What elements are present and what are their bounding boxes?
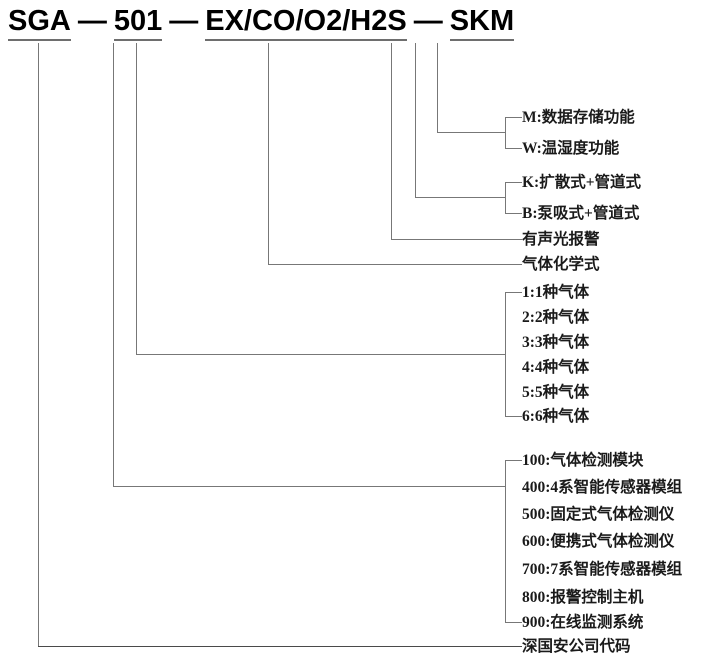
code-segment-suffix: SKM [449, 4, 515, 41]
code-segment-brand: SGA [8, 4, 71, 41]
leader-line-model-horizontal [113, 486, 505, 487]
leader-line-alarm-vertical [391, 43, 392, 239]
code-segment-gas: EX/CO/O2/H2S [205, 4, 407, 41]
leader-line-sampling-horizontal [415, 197, 505, 198]
leader-line-datafunc-horizontal [437, 132, 505, 133]
label-model-900: 900:在线监测系统 [522, 614, 644, 631]
bracket-sampling-tick-bottom [505, 213, 522, 214]
label-model-700: 700:7系智能传感器模组 [522, 561, 683, 578]
label-gas-count-1: 1:1种气体 [522, 284, 590, 301]
bracket-model-tick-top [505, 460, 522, 461]
label-gas-chemical-formula: 气体化学式 [522, 256, 600, 273]
bracket-sampling-spine [505, 182, 506, 213]
bracket-model-spine [505, 460, 506, 622]
product-code-line: SGA —501— EX/CO/O2/H2S — SKM [8, 4, 515, 41]
label-pump-pipeline: B:泵吸式+管道式 [522, 205, 640, 222]
leader-line-company-vertical [38, 43, 39, 646]
bracket-datafunc-tick-bottom [505, 148, 522, 149]
label-gas-count-2: 2:2种气体 [522, 309, 590, 326]
label-data-storage: M:数据存储功能 [522, 109, 635, 126]
leader-line-company-horizontal [38, 646, 522, 647]
code-separator-2: — [169, 5, 199, 37]
code-separator-1: — [77, 5, 107, 37]
label-model-400: 400:4系智能传感器模组 [522, 479, 683, 496]
leader-line-datafunc-vertical [437, 43, 438, 132]
label-gas-count-5: 5:5种气体 [522, 384, 590, 401]
label-model-500: 500:固定式气体检测仪 [522, 506, 675, 523]
label-gas-count-6: 6:6种气体 [522, 408, 590, 425]
bracket-datafunc-spine [505, 117, 506, 148]
leader-line-gascount-horizontal [136, 354, 505, 355]
label-diffusion-pipeline: K:扩散式+管道式 [522, 174, 642, 191]
bracket-datafunc-tick-top [505, 117, 522, 118]
leader-line-sampling-vertical [415, 43, 416, 197]
code-segment-model: 501 [113, 4, 163, 41]
label-model-100: 100:气体检测模块 [522, 452, 644, 469]
label-gas-count-4: 4:4种气体 [522, 359, 590, 376]
label-temp-humidity: W:温湿度功能 [522, 140, 620, 157]
leader-line-gasformula-vertical [268, 43, 269, 264]
bracket-gascount-tick-top [505, 292, 522, 293]
bracket-gascount-spine [505, 292, 506, 416]
leader-line-gasformula-horizontal [268, 264, 522, 265]
bracket-model-tick-bottom [505, 622, 522, 623]
bracket-sampling-tick-top [505, 182, 522, 183]
bracket-gascount-tick-bottom [505, 416, 522, 417]
label-audible-visual-alarm: 有声光报警 [522, 231, 600, 248]
label-company-code: 深国安公司代码 [522, 638, 631, 655]
label-model-800: 800:报警控制主机 [522, 589, 644, 606]
label-model-600: 600:便携式气体检测仪 [522, 533, 675, 550]
leader-line-gascount-vertical [136, 43, 137, 354]
code-separator-3: — [413, 5, 443, 37]
leader-line-model-vertical [113, 43, 114, 486]
label-gas-count-3: 3:3种气体 [522, 334, 590, 351]
leader-line-alarm-horizontal [391, 239, 522, 240]
